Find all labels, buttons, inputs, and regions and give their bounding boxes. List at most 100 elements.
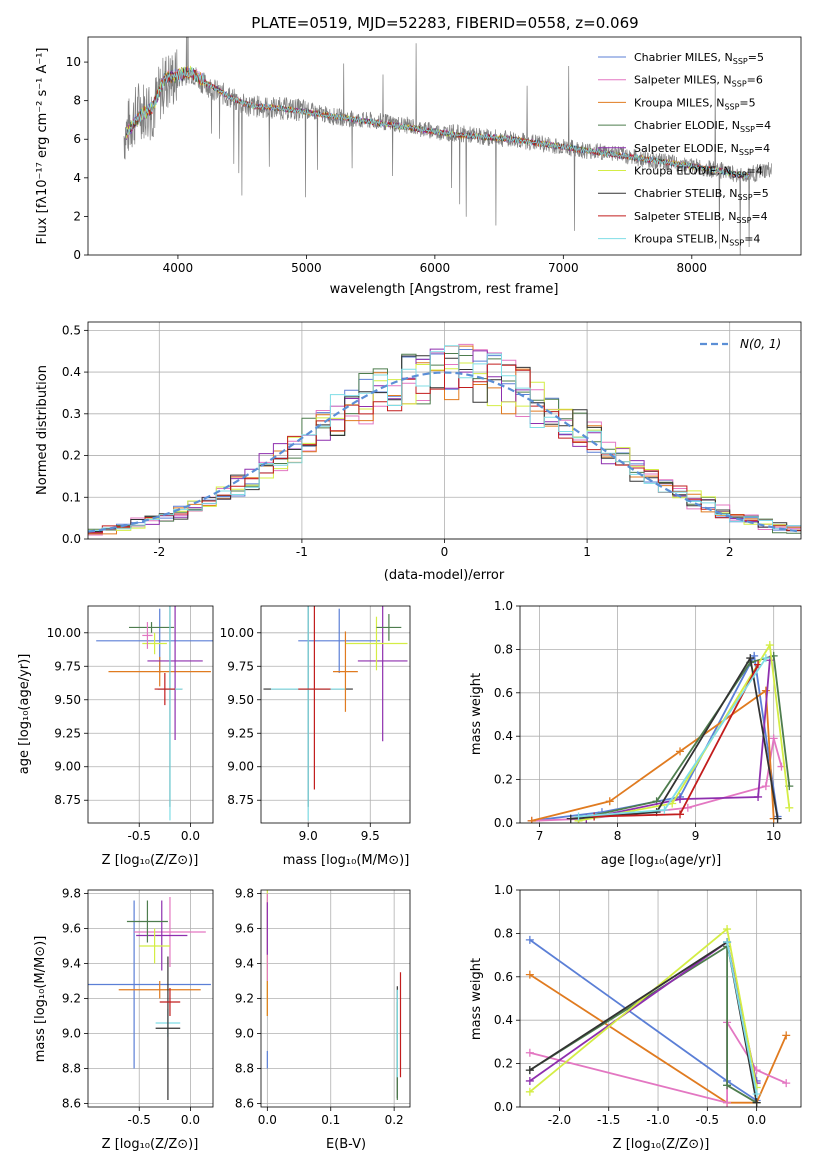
mass-weight-marker [765,641,774,650]
x-tick-label: 0 [441,545,449,559]
legend-entry: Kroupa ELODIE, NSSP=4 [634,165,763,180]
age_vs_Z-plot-area [96,606,213,821]
y-axis-label: mass weight [469,673,484,755]
y-tick-label: 9.25 [54,726,81,740]
legend-entry: Salpeter ELODIE, NSSP=4 [634,142,770,157]
mass-weight-line [529,973,788,1104]
x-tick-label: 0.0 [181,829,200,843]
x-tick-label: 9.0 [299,829,318,843]
x-axis-label: mass [log₁₀(M/M⊙)] [283,853,410,868]
legend-entry: Salpeter MILES, NSSP=6 [634,74,763,89]
y-tick-label: 9.4 [235,957,254,971]
spectrum-axes: 4000 5000 6000 7000 8000 0 2 4 6 8 10 wavelength [A… [35,36,802,297]
mass_vs_ebv-axes: 0.0 0.1 0.2 8.6 8.8 9.0 9.2 9.4 9.6 9.8 E(B-V) [235,887,411,1152]
x-axis-label: age [log₁₀(age/yr)] [601,853,722,868]
y-tick-label: 0.4 [494,1013,513,1027]
x-tick-label: -1.5 [597,1113,620,1127]
mass_vs_ebv-plot-area [266,890,402,1100]
y-tick-label: 6 [73,132,81,146]
age_vs_mass-axes: 9.0 9.5 8.75 9.00 9.25 9.50 9.75 10.00 mass [log… [220,605,411,868]
mass-weight-line [529,944,758,1104]
x-tick-label: 6000 [420,261,451,275]
mass-weight-marker [525,935,534,944]
axes-frame [260,889,411,1108]
mass-weight-marker [527,816,536,823]
y-tick-label: 0.8 [494,642,513,656]
weight_vs_age-axes: 7 8 9 10 0.0 0.2 0.4 0.6 0.8 1.0 age [log₁₀(age/yr… [469,599,802,868]
model-spectrum-line [126,67,750,180]
x-tick-label: 1 [583,545,591,559]
y-tick-label: 9.25 [227,726,254,740]
y-tick-label: 9.0 [62,1027,81,1041]
y-tick-label: 2 [73,209,81,223]
spectrum-plot-area [123,37,772,255]
mass-weight-marker [782,1079,791,1088]
y-tick-label: 0.8 [494,926,513,940]
x-tick-label: 8 [614,829,622,843]
y-axis-label: age [log₁₀(age/yr)] [17,654,32,775]
age_vs_mass-plot-area [263,606,408,821]
x-axis-label: Z [log₁₀(Z/Z⊙)] [613,1137,710,1152]
mass-weight-marker [746,654,755,663]
y-tick-label: 0 [73,248,81,262]
residual-histogram [88,345,801,534]
y-axis-label: mass weight [469,958,484,1040]
y-tick-label: 9.6 [235,922,254,936]
y-tick-label: 9.50 [54,693,81,707]
mass-weight-marker [566,814,575,823]
y-tick-label: 9.00 [54,760,81,774]
y-tick-label: 1.0 [494,883,513,897]
spectrum-legend: Chabrier MILES, NSSP=5 Salpeter MILES, NS… [598,51,771,248]
y-tick-label: 0.0 [494,1100,513,1114]
x-axis-label: Z [log₁₀(Z/Z⊙)] [102,853,199,868]
x-tick-label: 0.0 [181,1113,200,1127]
x-tick-label: 8000 [677,261,708,275]
mass-weight-marker [660,805,669,814]
figure-title: PLATE=0519, MJD=52283, FIBERID=0558, z=0… [251,14,638,32]
mass-weight-marker [525,970,534,979]
x-tick-label: 4000 [163,261,194,275]
y-tick-label: 8.8 [235,1062,254,1076]
axes-frame [87,889,214,1108]
y-tick-label: 0.2 [62,449,81,463]
mass-weight-marker [754,792,763,801]
axes-frame [519,889,802,1108]
x-tick-label: 5000 [291,261,322,275]
x-tick-label: 0.2 [385,1113,404,1127]
x-tick-label: -2.0 [548,1113,571,1127]
x-tick-label: -0.5 [696,1113,719,1127]
x-tick-label: 9 [692,829,700,843]
y-tick-label: 10.00 [47,626,81,640]
y-tick-label: 0.2 [494,773,513,787]
mass-weight-marker [525,1087,534,1096]
weight_vs_Z-axes: -2.0 -1.5 -1.0 -0.5 0.0 0.0 0.2 0.4 0.6 0.8 1.0 Z [… [469,883,802,1152]
y-tick-label: 9.2 [235,992,254,1006]
x-tick-label: 0.0 [747,1113,766,1127]
y-tick-label: 9.0 [235,1027,254,1041]
y-tick-label: 8.75 [227,793,254,807]
mass-weight-marker [723,925,732,934]
legend-entry: N(0, 1) [740,337,781,351]
mass-weight-marker [574,812,583,821]
y-axis-label: Flux [fλ10⁻¹⁷ erg cm⁻² s⁻¹ A⁻¹] [35,48,50,245]
x-axis-label: Z [log₁₀(Z/Z⊙)] [102,1137,199,1152]
legend-entry: Chabrier STELIB, NSSP=5 [634,187,769,202]
y-tick-label: 8.8 [62,1062,81,1076]
mass-weight-marker [761,654,770,663]
axes-frame [519,605,802,824]
residual-histogram [88,345,801,531]
mass-weight-line [586,660,771,820]
y-tick-label: 0.4 [494,729,513,743]
y-tick-label: 0.6 [494,686,513,700]
mass-weight-marker [590,812,599,821]
y-tick-label: 0.1 [62,490,81,504]
y-tick-label: 0.5 [62,323,81,337]
x-tick-label: 9.5 [361,829,380,843]
mass-weight-marker [761,686,770,695]
x-tick-label: -0.5 [128,1113,151,1127]
mass-weight-marker [752,1089,761,1098]
x-tick-label: 0.0 [258,1113,277,1127]
y-tick-label: 0.3 [62,407,81,421]
legend-entry: Kroupa MILES, NSSP=5 [634,96,756,111]
